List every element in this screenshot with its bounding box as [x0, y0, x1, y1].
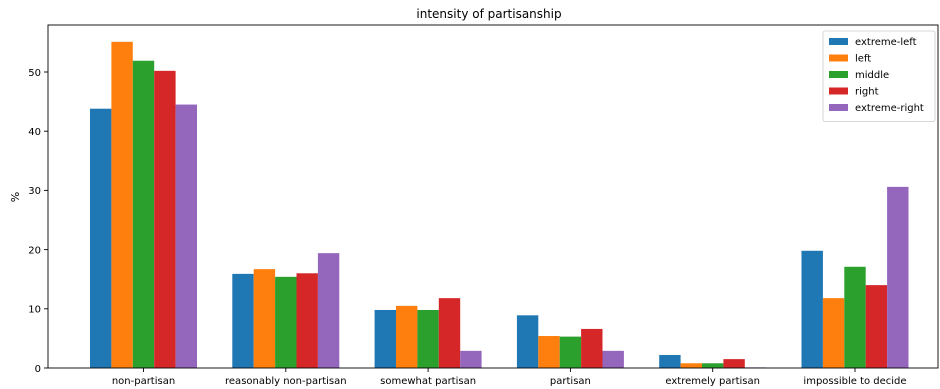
bar-left-5: [822, 298, 845, 368]
bar-right-0: [154, 70, 176, 368]
bar-left-0: [111, 41, 133, 369]
bar-left-2: [396, 305, 418, 368]
bar-extreme-left-1: [232, 273, 254, 368]
y-axis-label: %: [9, 192, 22, 202]
legend-swatch-middle: [829, 71, 848, 78]
x-tick-label-4: extremely partisan: [665, 376, 760, 387]
bar-middle-5: [844, 266, 866, 368]
legend-label-left: left: [855, 54, 871, 65]
legend-label-extreme-right: extreme-right: [855, 103, 924, 114]
x-tick-label-3: partisan: [550, 376, 591, 387]
legend-label-extreme-left: extreme-left: [855, 37, 917, 48]
bar-middle-4: [702, 363, 724, 368]
bar-left-3: [538, 336, 560, 368]
bar-extreme-left-5: [801, 250, 823, 368]
bar-extreme-left-0: [90, 108, 112, 368]
bar-extreme-right-1: [317, 253, 340, 368]
bar-right-3: [581, 328, 603, 368]
bar-left-1: [253, 269, 276, 368]
bar-right-4: [723, 359, 745, 368]
bar-extreme-left-3: [516, 315, 539, 368]
legend-swatch-left: [829, 54, 848, 62]
bar-middle-2: [417, 309, 439, 368]
y-tick-label-20: 20: [28, 245, 41, 256]
chart-title: intensity of partisanship: [416, 7, 561, 21]
bar-extreme-left-2: [374, 309, 396, 368]
bar-right-5: [865, 285, 888, 368]
bar-extreme-right-5: [887, 186, 909, 368]
axes-layer: 0 10 20 30 40 50 non-partisan reasonably non-pa…: [28, 24, 939, 387]
legend: extreme-left left middle right extreme-right: [822, 30, 936, 122]
bar-middle-0: [132, 60, 155, 368]
legend-label-middle: middle: [855, 70, 889, 81]
legend-swatch-extreme-right: [829, 104, 848, 111]
legend-box: [822, 30, 936, 122]
y-tick-label-40: 40: [28, 127, 41, 138]
bar-extreme-right-3: [602, 350, 624, 368]
legend-swatch-right: [829, 87, 848, 95]
bar-right-1: [296, 273, 318, 368]
bar-extreme-right-2: [460, 350, 482, 368]
bar-middle-1: [275, 276, 297, 368]
legend-label-right: right: [855, 87, 879, 98]
x-tick-label-1: reasonably non-partisan: [225, 376, 347, 387]
y-tick-label-50: 50: [28, 68, 41, 79]
legend-swatch-extreme-left: [829, 38, 848, 45]
bar-extreme-right-0: [175, 104, 197, 368]
bar-middle-3: [559, 336, 582, 368]
x-tick-label-5: impossible to decide: [803, 376, 906, 387]
y-tick-label-30: 30: [28, 186, 41, 197]
plot-frame: [47, 24, 939, 369]
bar-left-4: [680, 363, 702, 368]
x-tick-label-2: somewhat partisan: [380, 376, 476, 387]
bar-right-2: [438, 298, 461, 368]
bars-layer: [90, 41, 909, 369]
y-tick-label-10: 10: [28, 305, 41, 316]
y-tick-label-0: 0: [35, 364, 41, 375]
bar-extreme-left-4: [659, 354, 681, 368]
x-tick-label-0: non-partisan: [112, 376, 175, 387]
